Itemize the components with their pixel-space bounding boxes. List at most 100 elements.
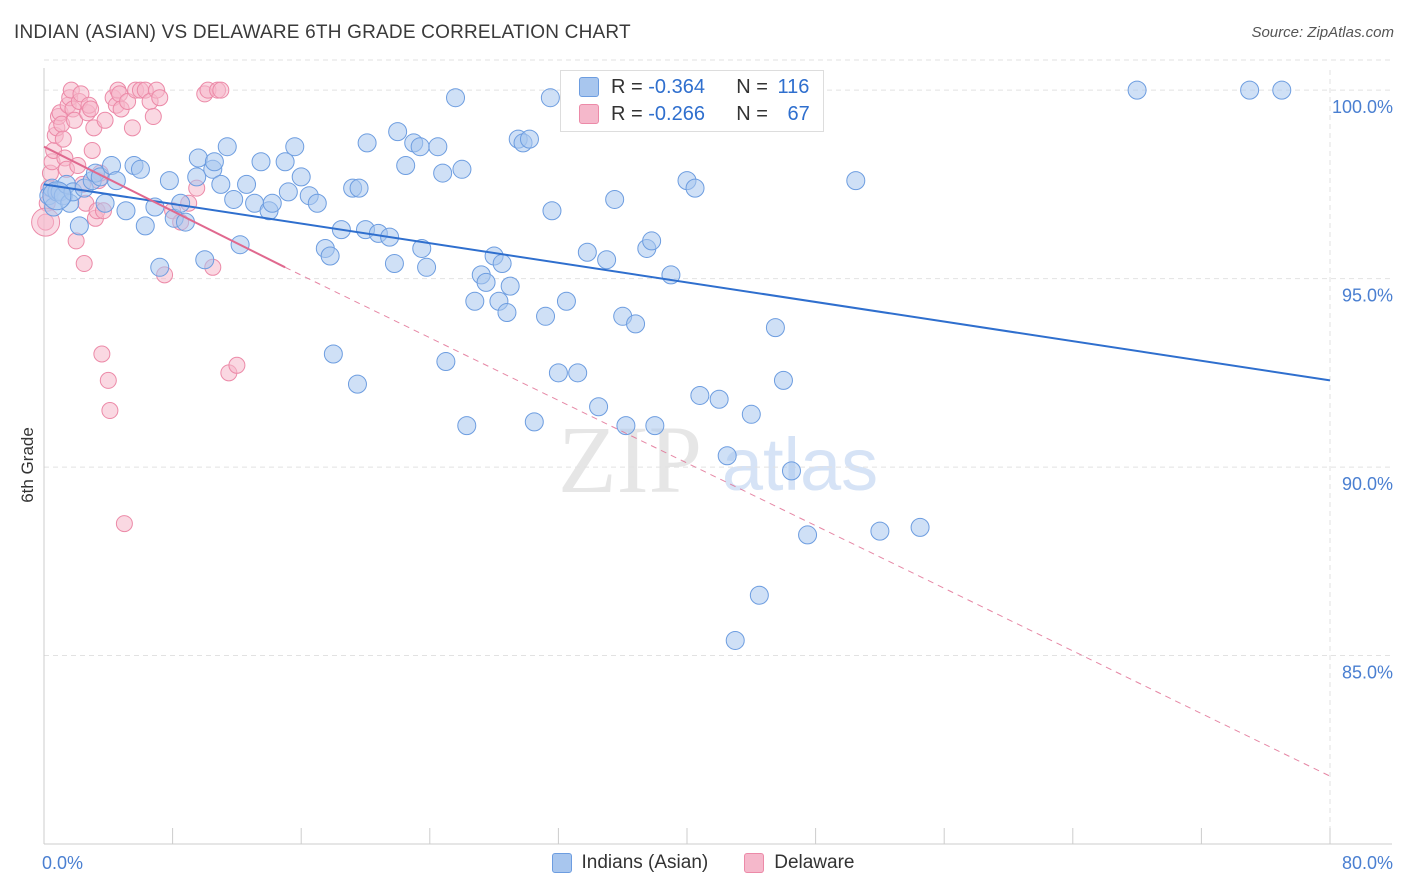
indians-asian-point: [781, 461, 801, 481]
delaware-trend-line: [43, 145, 286, 269]
chart-title: INDIAN (ASIAN) VS DELAWARE 6TH GRADE COR…: [14, 22, 631, 43]
indians-asian-point: [320, 246, 340, 266]
indians-asian-point: [690, 385, 710, 405]
indians-asian-point: [846, 171, 866, 191]
delaware-point: [101, 402, 119, 420]
y-tick-label: 85.0%: [1342, 663, 1393, 683]
indians-asian-point: [396, 156, 416, 176]
indians-asian-point: [519, 129, 539, 149]
indians-asian-point: [709, 389, 729, 409]
indians-asian-point: [685, 178, 705, 198]
indians-asian-points: [39, 80, 1292, 650]
indians-asian-point-large: [42, 181, 72, 211]
legend-label-delaware: Delaware: [774, 852, 855, 873]
n-value: 67: [787, 102, 810, 125]
indians-asian-point: [388, 122, 408, 142]
n-value: 116: [777, 75, 810, 98]
indians-asian-point: [262, 193, 282, 213]
indians-asian-point: [251, 152, 271, 172]
delaware-points: [31, 81, 246, 533]
gridlines: [44, 59, 1392, 844]
indians-asian-point: [195, 250, 215, 270]
indians-asian-point: [291, 167, 311, 187]
blue-swatch: [551, 853, 572, 873]
stats-row-indians: R = -0.364 N = 116: [579, 75, 809, 99]
indians-asian-trend-line: [43, 183, 1331, 382]
indians-asian-point: [211, 174, 231, 194]
indians-asian-point: [540, 88, 560, 108]
stats-row-delaware: R = -0.266 N = 67: [579, 102, 810, 126]
r-value: -0.364: [648, 75, 705, 98]
delaware-point: [115, 515, 133, 533]
indians-asian-point: [497, 303, 517, 323]
indians-asian-point: [626, 314, 646, 334]
indians-asian-point: [217, 137, 237, 157]
indians-asian-point: [410, 137, 430, 157]
delaware-point: [83, 141, 101, 159]
indians-asian-point: [347, 374, 367, 394]
delaware-point: [75, 255, 93, 273]
indians-asian-point: [188, 148, 208, 168]
indians-asian-point: [910, 517, 930, 537]
indians-asian-point: [204, 152, 224, 172]
y-tick-label: 100.0%: [1332, 97, 1393, 117]
indians-asian-point: [130, 159, 150, 179]
indians-asian-point: [452, 159, 472, 179]
indians-asian-point: [323, 344, 343, 364]
indians-asian-point: [465, 291, 485, 311]
indians-asian-point: [597, 250, 617, 270]
r-label: R =: [611, 75, 649, 98]
indians-asian-point: [605, 189, 625, 209]
indians-asian-point: [433, 163, 453, 183]
indians-asian-point: [773, 370, 793, 390]
indians-asian-point: [542, 201, 562, 221]
indians-asian-point: [741, 404, 761, 424]
indians-asian-point: [285, 137, 305, 157]
x-tick-label-min: 0.0%: [42, 853, 83, 873]
delaware-point: [151, 89, 169, 107]
delaware-point: [144, 108, 162, 126]
delaware-point: [123, 119, 141, 137]
indians-asian-point: [616, 416, 636, 436]
indians-asian-point: [175, 212, 195, 232]
indians-asian-point: [95, 193, 115, 213]
blue-swatch: [579, 77, 599, 97]
indians-asian-point: [556, 291, 576, 311]
indians-asian-point: [798, 525, 818, 545]
indians-asian-point: [457, 416, 477, 436]
indians-asian-point: [645, 416, 665, 436]
indians-asian-point: [224, 189, 244, 209]
indians-asian-point: [349, 178, 369, 198]
n-label: N =: [736, 75, 774, 98]
indians-asian-point: [536, 306, 556, 326]
delaware-point: [82, 100, 100, 118]
indians-asian-point: [1272, 80, 1292, 100]
indians-asian-point: [384, 254, 404, 274]
indians-asian-point: [428, 137, 448, 157]
legend-item-delaware[interactable]: Delaware: [744, 852, 855, 874]
indians-asian-point: [436, 352, 456, 372]
series-legend: Indians (Asian) Delaware: [0, 852, 1406, 874]
indians-asian-point: [500, 276, 520, 296]
indians-asian-point: [1127, 80, 1147, 100]
legend-item-indians[interactable]: Indians (Asian): [551, 852, 708, 874]
indians-asian-point: [412, 238, 432, 258]
delaware-point: [93, 345, 111, 363]
indians-asian-point: [717, 446, 737, 466]
pink-swatch: [744, 853, 765, 873]
indians-asian-point: [765, 318, 785, 338]
indians-asian-point: [492, 254, 512, 274]
indians-asian-point: [577, 242, 597, 262]
indians-asian-point: [357, 133, 377, 153]
delaware-point: [96, 111, 114, 129]
n-label: N =: [736, 102, 774, 125]
indians-asian-point: [417, 257, 437, 277]
delaware-point: [54, 130, 72, 148]
source-credit: Source: ZipAtlas.com: [1251, 24, 1394, 41]
y-tick-labels: 85.0% 90.0% 95.0% 100.0%: [1332, 97, 1393, 682]
watermark-atlas: atlas: [722, 423, 878, 506]
delaware-point: [66, 111, 84, 129]
indians-asian-point: [307, 193, 327, 213]
indians-asian-point: [446, 88, 466, 108]
indians-asian-point: [278, 182, 298, 202]
